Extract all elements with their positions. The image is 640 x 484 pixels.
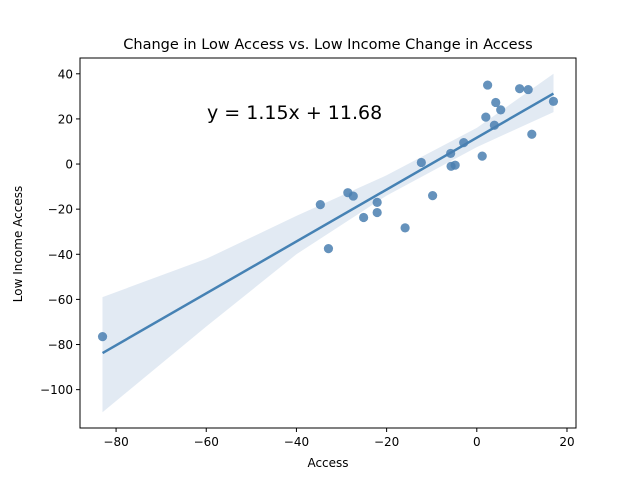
regression-equation: y = 1.15x + 11.68 — [207, 102, 382, 124]
y-tick-label: 20 — [58, 112, 73, 126]
x-tick-label: 20 — [559, 435, 574, 449]
y-tick-label: 0 — [65, 158, 73, 172]
y-tick-label: −60 — [48, 293, 73, 307]
data-point — [416, 157, 426, 168]
x-ticks: −80 −60 −40 −20 0 20 — [103, 428, 575, 449]
regression-line-layer — [101, 92, 555, 355]
x-tick-label: 0 — [473, 435, 481, 449]
x-tick-label: −40 — [284, 435, 309, 449]
x-tick-label: −80 — [103, 435, 128, 449]
data-point — [372, 197, 382, 207]
data-point — [323, 244, 334, 254]
confidence-band — [102, 73, 554, 413]
data-point — [400, 223, 410, 233]
points-layer — [97, 80, 559, 342]
y-tick-label: −100 — [40, 383, 73, 397]
y-tick-label: 40 — [58, 67, 73, 81]
data-point — [446, 148, 456, 159]
x-tick-label: −20 — [374, 435, 399, 449]
x-axis-label: Access — [307, 456, 348, 470]
data-point — [515, 84, 525, 94]
y-tick-label: −20 — [48, 203, 73, 217]
data-point — [348, 191, 358, 201]
data-point — [491, 97, 501, 108]
data-point — [527, 129, 537, 139]
data-point — [477, 151, 487, 161]
data-point — [496, 105, 506, 115]
regression-line — [101, 92, 555, 355]
data-point — [372, 207, 382, 218]
y-ticks: −100 −80 −60 −40 −20 0 20 40 — [40, 67, 80, 397]
data-point — [459, 138, 469, 148]
data-point — [428, 191, 438, 201]
plot-frame — [79, 57, 577, 429]
chart-title: Change in Low Access vs. Low Income Chan… — [123, 37, 532, 53]
data-point — [523, 84, 533, 95]
data-point — [548, 96, 559, 106]
data-point — [97, 332, 108, 342]
y-tick-label: −80 — [48, 338, 73, 352]
x-tick-label: −60 — [194, 435, 219, 449]
data-point — [481, 112, 491, 122]
y-tick-label: −40 — [48, 248, 73, 262]
data-point — [359, 212, 369, 223]
data-point — [483, 80, 493, 90]
data-point — [450, 160, 460, 170]
data-point — [489, 120, 499, 130]
data-point — [315, 200, 325, 210]
confidence-band-layer — [102, 73, 554, 413]
y-axis-label: Low Income Access — [11, 186, 25, 303]
